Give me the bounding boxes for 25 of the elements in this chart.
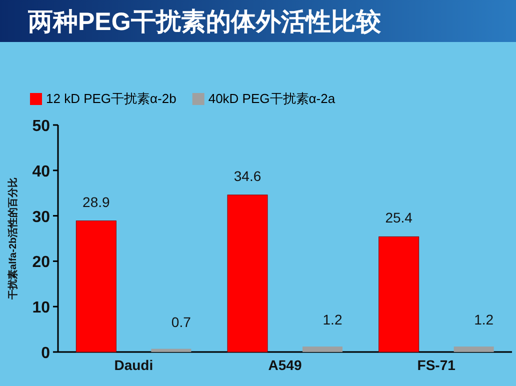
y-tick-label: 0 [41, 345, 50, 362]
y-tick-label: 50 [32, 118, 50, 135]
legend-label: 40kD PEG干扰素α-2a [208, 91, 336, 106]
y-tick-label: 40 [32, 163, 50, 180]
x-tick-label: FS-71 [417, 357, 456, 373]
bar [227, 194, 268, 352]
x-tick-label: A549 [268, 357, 302, 373]
data-label: 25.4 [385, 210, 413, 226]
bar [378, 236, 420, 352]
y-tick-label: 20 [32, 254, 50, 272]
y-tick-label: 10 [32, 300, 50, 317]
data-label: 1.2 [474, 312, 494, 328]
legend-label: 12 kD PEG干扰素α-2b [46, 91, 176, 106]
bar [454, 346, 494, 352]
data-label: 1.2 [322, 312, 342, 328]
bar [302, 346, 342, 352]
y-axis-title: 干扰素alfa-2b活性的百分比 [7, 177, 19, 301]
bar [151, 348, 192, 352]
data-label: 34.6 [234, 168, 262, 184]
x-tick-label: Daudi [114, 357, 154, 373]
data-label: 28.9 [82, 194, 110, 210]
chart-title: 两种PEG干扰素的体外活性比较 [27, 8, 382, 36]
y-tick-label: 30 [32, 208, 50, 226]
data-label: 0.7 [171, 314, 192, 330]
bar [76, 220, 116, 352]
